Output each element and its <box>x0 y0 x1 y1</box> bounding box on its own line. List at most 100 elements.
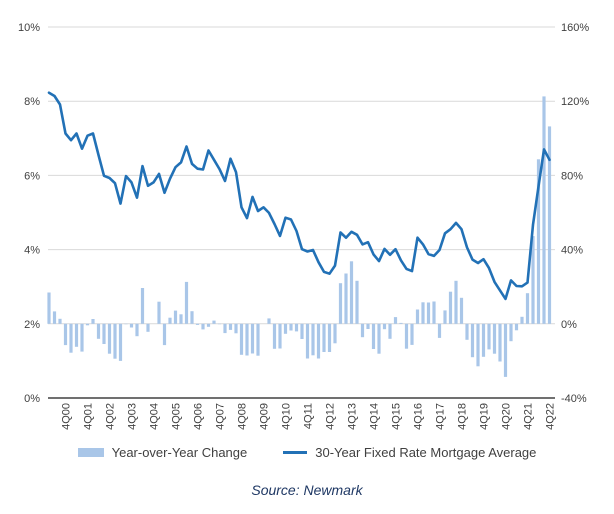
yoy-change-bar <box>74 323 79 347</box>
x-axis-tick-label: 4Q15 <box>391 403 403 430</box>
combo-chart: 0% 2% 4% 6% 8% 10% -40% 0% 40% 80% 120% 160% 4Q00 4Q0… <box>18 22 589 430</box>
yoy-change-bar <box>272 323 277 349</box>
yoy-change-bar <box>234 323 238 334</box>
x-axis-tick-label: 4Q16 <box>413 403 425 430</box>
yoy-change-bar <box>432 301 436 324</box>
x-axis-tick-label: 4Q18 <box>457 403 469 430</box>
yoy-change-bar <box>283 323 288 334</box>
yoy-change-bar <box>239 323 244 355</box>
yoy-change-bar <box>267 318 271 324</box>
yoy-change-bar <box>366 323 370 329</box>
yoy-change-bar <box>162 323 167 346</box>
yoy-change-bar <box>129 323 134 328</box>
yoy-change-bar <box>498 323 502 362</box>
x-axis-tick-label: 4Q07 <box>215 403 227 430</box>
yoy-change-bar <box>228 323 233 330</box>
y-axis-right-tick-label: 40% <box>561 245 583 257</box>
mortgage-rate-line <box>47 91 551 301</box>
yoy-change-bar <box>118 323 123 361</box>
yoy-change-bar <box>421 302 425 324</box>
x-axis-tick-label: 4Q17 <box>435 403 447 430</box>
y-axis-left-tick-label: 8% <box>24 96 40 108</box>
yoy-change-bar <box>195 323 200 325</box>
x-axis-tick-label: 4Q22 <box>545 403 557 430</box>
yoy-change-bar <box>344 273 348 324</box>
yoy-change-bar <box>311 323 315 356</box>
yoy-change-bar <box>184 281 189 324</box>
yoy-change-bar <box>52 311 57 324</box>
yoy-change-bar <box>96 323 101 339</box>
yoy-change-bar <box>289 323 293 331</box>
yoy-change-bar <box>481 323 486 357</box>
yoy-change-bar <box>135 323 139 337</box>
y-axis-right-tick-label: 160% <box>561 22 589 34</box>
yoy-change-bar <box>327 323 332 352</box>
yoy-change-bar <box>80 323 84 352</box>
yoy-change-bar <box>404 323 409 349</box>
yoy-change-bar <box>278 323 282 349</box>
yoy-change-bar <box>69 323 73 353</box>
yoy-change-bar <box>377 323 381 354</box>
yoy-change-bar <box>107 323 112 354</box>
x-axis-tick-label: 4Q10 <box>281 403 293 430</box>
y-axis-left-tick-label: 0% <box>24 393 40 405</box>
x-axis-tick-label: 4Q08 <box>237 403 249 430</box>
legend: Year-over-Year Change 30-Year Fixed Rate… <box>0 445 614 460</box>
yoy-change-bar <box>300 323 304 339</box>
yoy-change-bar <box>349 261 354 324</box>
yoy-change-bar <box>333 323 337 344</box>
y-axis-right-tick-label: 120% <box>561 96 589 108</box>
yoy-change-bar <box>355 280 359 324</box>
yoy-change-bar <box>250 323 255 354</box>
x-axis-tick-label: 4Q19 <box>479 403 491 430</box>
yoy-change-bar <box>322 323 326 352</box>
x-axis-tick-label: 4Q00 <box>61 403 73 430</box>
y-axis-right-tick-label: 80% <box>561 170 583 182</box>
yoy-change-bar <box>520 316 524 324</box>
yoy-change-bar <box>476 323 480 367</box>
yoy-change-bar <box>91 319 95 324</box>
yoy-change-bar <box>459 297 464 324</box>
yoy-change-bar <box>492 323 497 354</box>
yoy-change-bar <box>245 323 249 356</box>
yoy-change-bar <box>146 323 150 332</box>
legend-label-yoy-change: Year-over-Year Change <box>111 445 248 460</box>
legend-line-swatch-icon <box>283 451 308 454</box>
legend-label-mortgage-average: 30-Year Fixed Rate Mortgage Average <box>315 445 537 460</box>
y-axis-left-tick-label: 4% <box>24 245 40 257</box>
yoy-change-bar <box>179 314 183 324</box>
x-axis-tick-label: 4Q11 <box>303 403 315 429</box>
x-axis-tick-label: 4Q13 <box>347 403 359 430</box>
yoy-change-bar <box>63 323 68 346</box>
x-axis-tick-label: 4Q05 <box>171 403 183 430</box>
yoy-change-bar <box>85 323 90 326</box>
yoy-change-bar <box>102 323 106 344</box>
yoy-change-bar <box>371 323 376 349</box>
legend-item-yoy-change: Year-over-Year Change <box>77 445 248 460</box>
yoy-change-bar <box>223 323 227 334</box>
yoy-change-bar <box>437 323 442 338</box>
yoy-change-bar <box>338 283 343 324</box>
yoy-change-bar <box>190 311 194 324</box>
yoy-change-bar <box>382 323 387 330</box>
yoy-change-bar <box>426 302 431 324</box>
yoy-change-bar <box>542 96 546 324</box>
y-axis-left-tick-label: 10% <box>18 22 40 34</box>
yoy-change-bar <box>206 323 211 327</box>
x-axis-tick-label: 4Q03 <box>127 403 139 430</box>
yoy-change-bar <box>547 126 552 324</box>
yoy-change-bar <box>525 293 530 324</box>
yoy-change-bar <box>168 317 172 324</box>
yoy-change-bar <box>256 323 260 356</box>
legend-bar-swatch-icon <box>77 448 104 457</box>
yoy-change-bar <box>399 322 403 324</box>
yoy-change-bar <box>360 323 365 338</box>
yoy-change-bar <box>388 323 392 339</box>
source-note: Source: Newmark <box>251 482 363 498</box>
yoy-change-bar <box>173 310 178 324</box>
x-axis-tick-label: 4Q20 <box>501 403 513 430</box>
x-axis-tick-label: 4Q09 <box>259 403 271 430</box>
yoy-change-bar <box>212 320 216 324</box>
yoy-change-bar <box>514 323 519 331</box>
yoy-change-bar <box>443 310 447 324</box>
